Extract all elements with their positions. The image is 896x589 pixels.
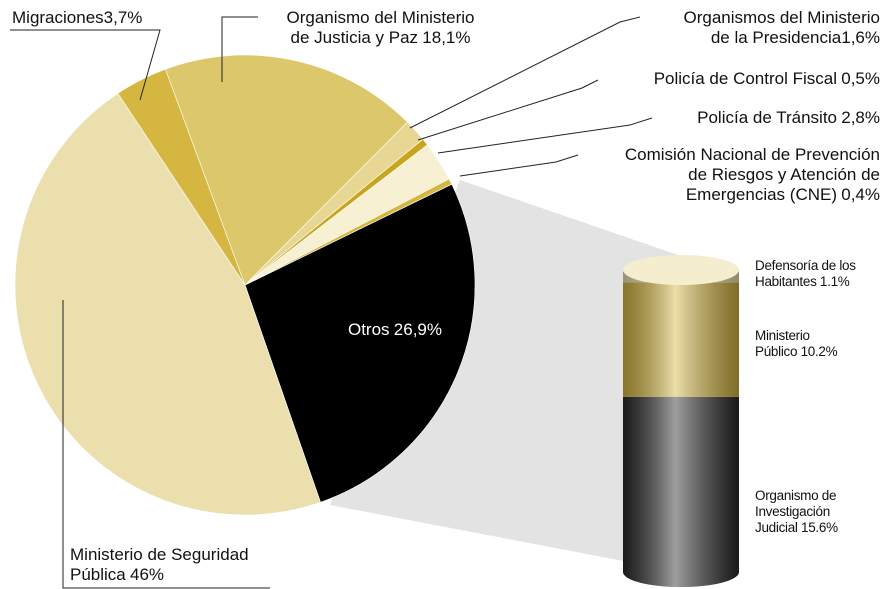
label-part: Organismos del Ministerio de la Presiden… [683, 8, 880, 47]
label-part: Defensoría de los Habitantes [755, 258, 856, 289]
segment-label: Organismo de Investigación Judicial 15.6% [755, 488, 865, 536]
leader-line [417, 79, 599, 141]
pie-slice [244, 183, 476, 503]
label-part: 46% [130, 565, 165, 584]
cylinder-top [623, 255, 739, 285]
label-part: 1,6% [841, 28, 880, 47]
label-part: 0,5% [841, 69, 880, 88]
label-part: 15.6% [801, 520, 838, 535]
leader-line [459, 154, 579, 177]
leader-line [62, 300, 270, 589]
label-part: Migraciones [12, 8, 104, 27]
leader-line [221, 16, 258, 82]
cylinder-shade [623, 396, 739, 572]
segment-label: Ministerio Público 10.2% [755, 328, 850, 360]
label-part: 10.2% [800, 344, 838, 359]
slice-label: Comisión Nacional de Prevención de Riesg… [615, 145, 880, 205]
label-part: Comisión Nacional de Prevención de Riesg… [624, 145, 880, 204]
label-part: Policía de Tránsito [697, 108, 837, 127]
leader-line [437, 117, 653, 154]
label-part: 18,1% [422, 28, 471, 47]
slice-label: Policía de Tránsito 2,8% [560, 108, 880, 128]
leader-line [10, 29, 161, 101]
explode-wedge [330, 180, 681, 572]
pie-slice [244, 178, 453, 286]
label-part: 0,4% [841, 185, 880, 204]
label-part: 1.1% [819, 274, 850, 289]
label-part: Ministerio de Seguridad Pública [70, 545, 249, 584]
cylinder-top-shade [623, 255, 739, 285]
label-part: 2,8% [841, 108, 880, 127]
pie-slice [165, 54, 408, 286]
label-part: Policía de Control Fiscal [653, 69, 837, 88]
leader-line [409, 16, 641, 129]
slice-label: Ministerio de Seguridad Pública 46% [70, 545, 270, 585]
slice-label: Policía de Control Fiscal 0,5% [560, 69, 880, 89]
slice-label: Organismo del Ministerio de Justicia y P… [278, 8, 483, 48]
label-part: 3,7% [103, 8, 143, 27]
label-part: Otros [347, 320, 390, 339]
cylinder-shade [623, 282, 739, 397]
label-part: Organismo de Investigación Judicial [755, 488, 837, 535]
segment-label: Defensoría de los Habitantes 1.1% [755, 258, 885, 290]
slice-label: Otros 26,9% [330, 320, 460, 340]
slice-label: Migraciones3,7% [12, 8, 212, 28]
label-part: Organismo del Ministerio de Justicia y P… [286, 8, 475, 47]
label-part: Ministerio Público [755, 328, 810, 359]
slice-label: Organismos del Ministerio de la Presiden… [665, 8, 880, 48]
label-part: 26,9% [393, 320, 442, 339]
pie-slice [14, 92, 321, 516]
